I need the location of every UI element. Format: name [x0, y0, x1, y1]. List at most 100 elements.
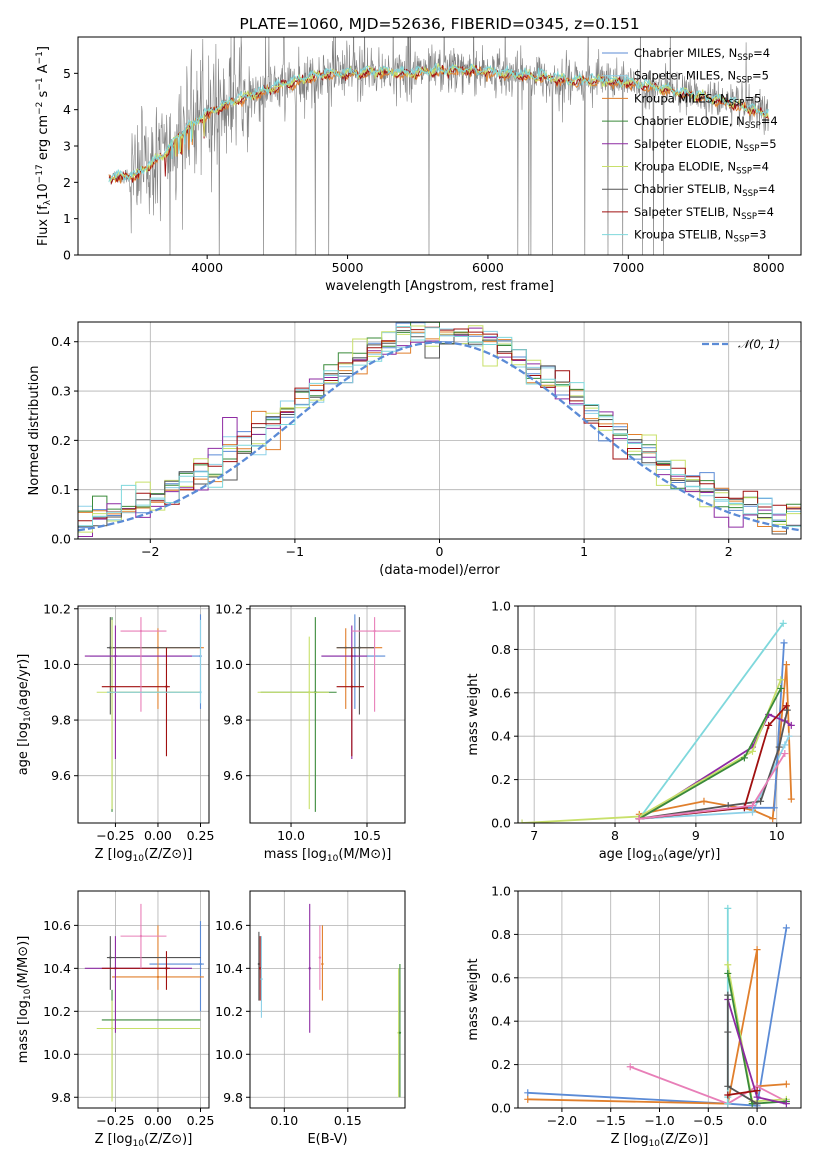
legend-eq: =4 [752, 160, 769, 174]
y-axis-label-part: 10 [36, 183, 51, 200]
series-marker [740, 804, 748, 812]
series-marker [753, 1093, 761, 1101]
y-tick-label: 9.8 [223, 713, 243, 728]
series-marker [724, 991, 732, 999]
legend-sub: SSP [741, 212, 757, 222]
series-marker [626, 1063, 634, 1071]
y-tick-label: 0.3 [51, 384, 71, 399]
series-marker [783, 706, 791, 714]
x-tick-label: 0 [436, 544, 444, 559]
x-tick-label: 10 [769, 828, 785, 843]
y-tick-label: 0.6 [491, 970, 511, 985]
y-tick-label: 9.6 [51, 768, 71, 783]
series-marker [635, 815, 643, 823]
x-axis-label: age [log10(age/yr)] [599, 847, 721, 864]
legend-entry: Chabrier MILES, NSSP=4 [634, 46, 770, 63]
x-tick-label: 2 [725, 544, 733, 559]
x-axis-label-text: Z [log [95, 1132, 133, 1147]
data-point [373, 629, 376, 633]
legend-eq: =3 [749, 228, 766, 242]
legend-entry: Kroupa STELIB, NSSP=3 [634, 228, 766, 245]
series-marker [781, 741, 789, 749]
y-tick-label: 9.6 [223, 768, 243, 783]
x-tick-label: 0.00 [144, 1113, 172, 1128]
y-axis-label: age [log10(age/yr)] [16, 654, 33, 776]
y-tick-label: 1.0 [491, 884, 511, 899]
x-axis-label-tail: (age/yr)] [663, 847, 720, 862]
mass-vs-ebv-panel: 0.10 0.15 9.8 10.0 10.2 10.4 10.6 E(B-V) [215, 890, 406, 1147]
x-axis-label-text: Z [log [95, 847, 133, 862]
x-tick-label: 9 [692, 828, 700, 843]
y-axis-label-part: s [36, 90, 51, 101]
axes-frame [77, 605, 210, 824]
x-tick-label: 0.15 [334, 1113, 362, 1128]
x-tick-label: 1 [580, 544, 588, 559]
series-marker [769, 815, 777, 823]
y-tick-label: 0.0 [491, 1101, 511, 1116]
histogram-chab_stelib [78, 330, 801, 535]
data-point [308, 967, 311, 970]
histogram-salp_miles [78, 322, 801, 521]
series-marker [524, 1095, 532, 1103]
legend-sub: SSP [744, 144, 760, 154]
series-marker [518, 819, 526, 823]
series-marker [748, 747, 756, 755]
plot-area [84, 903, 204, 1102]
y-axis-label-tail: (M/M⊙)] [16, 936, 31, 989]
series-marker [781, 750, 789, 758]
axes-frame [249, 890, 406, 1109]
x-axis-label-tail: (Z/Z⊙)] [144, 1132, 192, 1147]
axes-frame [77, 890, 210, 1109]
y-axis-label-part: ] [36, 46, 51, 51]
legend-label: Kroupa ELODIE, N [634, 160, 736, 174]
legend-eq: =4 [761, 114, 778, 128]
plot-area [524, 904, 790, 1108]
series-marker [780, 639, 788, 647]
legend-sub: SSP [734, 235, 750, 245]
legend-label: Salpeter STELIB, N [634, 205, 741, 219]
y-axis-label-part: −1 [35, 77, 45, 90]
series-marker [724, 904, 732, 912]
legend-sub: SSP [736, 76, 752, 86]
y-axis-label-tail: (age/yr)] [16, 654, 31, 711]
y-tick-label: 10.0 [215, 657, 243, 672]
y-tick-label: 0.6 [491, 685, 511, 700]
legend-sub: SSP [742, 189, 758, 199]
series-line-pink [639, 753, 786, 820]
axes-frame [249, 605, 406, 824]
legend-entry: Salpeter ELODIE, NSSP=5 [634, 137, 777, 154]
x-axis-label-tail: (Z/Z⊙)] [144, 847, 192, 862]
y-tick-label: 9.8 [51, 713, 71, 728]
series-marker [779, 619, 787, 627]
data-point [257, 962, 261, 966]
x-axis-label-text: mass [log [264, 847, 327, 862]
legend-label: Salpeter MILES, N [634, 69, 736, 83]
model-spectrum-krou_stelib [108, 62, 769, 183]
legend-eq: =5 [752, 69, 769, 83]
series-marker [782, 1100, 790, 1108]
y-tick-label: 9.8 [223, 1090, 243, 1105]
y-axis-label-text: age [log [16, 722, 31, 775]
data-point [199, 962, 202, 966]
series-marker [524, 1089, 532, 1097]
y-tick-label: 10.0 [215, 1047, 243, 1062]
y-axis-label-part: λ [43, 199, 53, 205]
legend-sub: SSP [736, 167, 752, 177]
x-axis-label-sub: 10 [133, 854, 145, 864]
series-marker [782, 924, 790, 932]
series-marker [775, 743, 783, 751]
y-axis-label: mass weight [466, 958, 481, 1040]
x-axis-label-sub: 10 [652, 854, 664, 864]
y-axis-label-part: erg cm [36, 115, 51, 164]
series-marker [782, 661, 790, 669]
y-tick-label: 10.2 [43, 1004, 71, 1019]
y-tick-label: 0.1 [51, 482, 71, 497]
legend-label: Chabrier STELIB, N [634, 182, 742, 196]
spectrum-panel: 4000 5000 6000 7000 8000 0 1 2 3 4 5 PLATE=1060, MJ… [35, 15, 802, 294]
data-point [165, 967, 168, 970]
data-point [260, 977, 263, 981]
x-tick-label: −1.5 [596, 1113, 626, 1128]
series-marker [753, 1087, 761, 1095]
histogram-krou_stelib [78, 326, 801, 527]
plot-area [518, 619, 795, 823]
